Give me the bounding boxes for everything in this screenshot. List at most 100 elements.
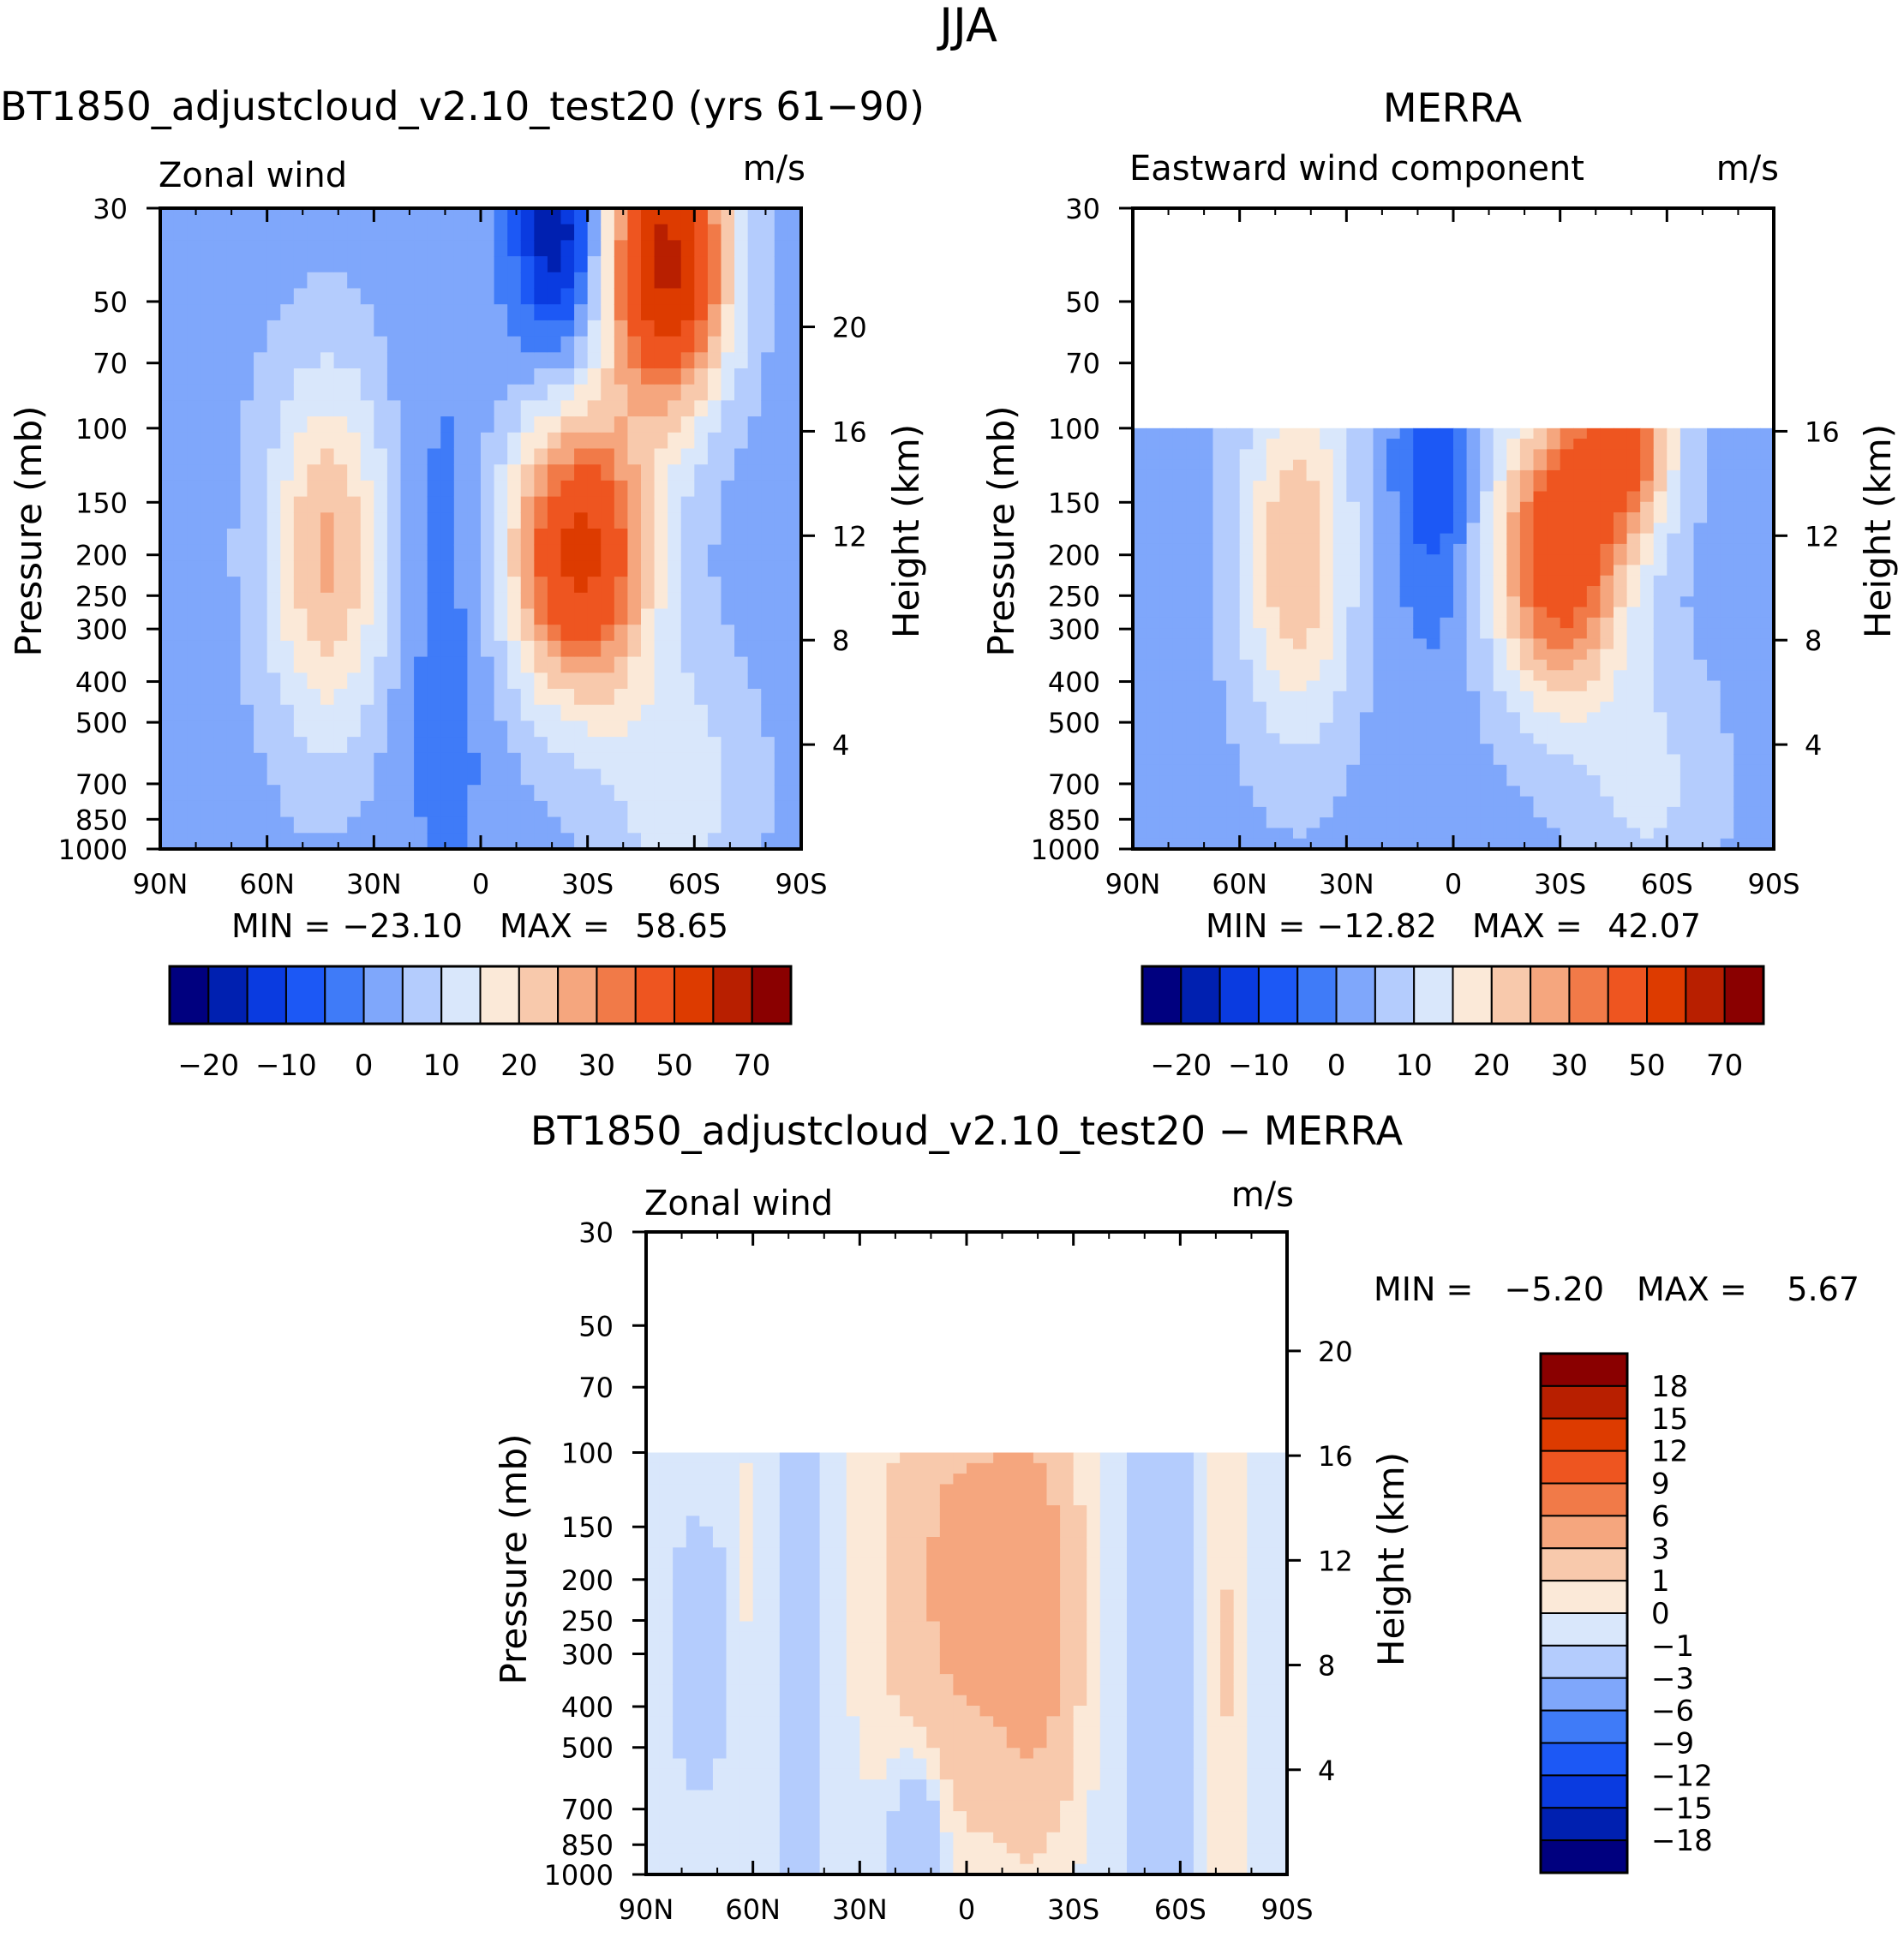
data-cell [1653,638,1667,650]
data-cell [1199,491,1214,503]
data-cell [1266,469,1281,481]
data-cell [739,1621,754,1633]
data-cell [1707,617,1721,629]
data-cell [819,1589,834,1601]
data-cell [213,336,228,353]
data-cell [1226,543,1241,555]
data-cell [793,1674,807,1685]
data-cell [307,785,321,802]
data-cell [668,689,682,706]
data-cell [734,592,749,610]
data-cell [1266,754,1281,766]
data-cell [1480,459,1494,471]
data-cell [453,833,469,850]
data-cell [680,272,695,290]
data-cell [560,304,575,321]
data-cell [1693,469,1708,481]
data-cell [1560,607,1574,619]
data-cell [307,208,321,225]
data-cell [1346,796,1361,808]
data-cell [347,689,362,706]
data-cell [1359,439,1374,450]
data-cell [307,512,321,529]
data-cell [1614,691,1628,702]
data-cell [614,673,629,690]
data-cell [414,448,428,465]
data-cell [427,689,441,706]
data-cell [1626,649,1641,661]
data-cell [673,1832,687,1844]
data-cell [939,1484,955,1496]
data-cell [280,768,295,786]
data-cell [900,1832,914,1844]
data-cell [1693,638,1708,650]
data-cell [1466,732,1481,744]
data-cell [1533,481,1548,493]
data-cell [1239,670,1254,682]
data-cell [1720,712,1734,724]
data-cell [1212,628,1227,640]
data-cell [707,560,722,577]
data-cell [641,768,656,786]
data-cell [1640,459,1655,471]
data-cell [587,560,602,577]
data-cell [213,704,228,721]
data-cell [173,640,188,658]
data-cell [779,1537,794,1548]
data-cell [1293,586,1308,597]
data-cell [240,208,254,225]
data-cell [1426,439,1441,450]
data-cell [721,640,735,658]
data-cell [1519,670,1535,682]
data-cell [440,352,455,369]
data-cell [1760,554,1775,566]
data-cell [734,416,749,433]
data-cell [266,304,281,321]
data-cell [1560,586,1574,597]
data-cell [846,1863,860,1875]
data-cell [414,288,428,305]
data-cell [427,768,441,786]
data-cell [360,400,374,417]
data-cell [1480,712,1494,724]
data-cell [507,416,522,433]
data-cell [320,288,335,305]
data-cell [1332,680,1347,692]
data-cell [614,752,629,770]
data-cell [1212,764,1227,776]
data-cell [1239,649,1254,661]
plot-model-field [160,208,802,850]
data-cell [654,496,668,513]
data-cell [1172,575,1187,587]
data-cell [187,496,201,513]
data-cell [1560,659,1574,671]
data-cell [1679,512,1695,523]
data-cell [1266,523,1281,535]
data-cell [926,1516,941,1527]
data-cell [1466,596,1481,608]
data-cell [1320,712,1334,724]
data-cell [1346,628,1361,640]
data-cell [1466,786,1481,798]
data-cell [926,1494,941,1506]
data-cell [787,256,802,273]
data-cell [806,1748,821,1760]
data-cell [1399,786,1414,798]
data-cell [507,640,522,658]
data-cell [1626,427,1641,439]
data-cell [707,544,722,561]
data-cell [1199,838,1214,850]
data-cell [481,673,495,690]
data-cell [1533,649,1548,661]
data-cell [846,1768,860,1780]
data-cell [627,448,642,465]
data-cell [1586,670,1602,682]
data-cell [386,689,402,706]
data-cell [1440,439,1454,450]
data-cell [1293,702,1308,713]
data-cell [1133,744,1147,756]
data-cell [1506,439,1521,450]
data-cell [453,656,469,673]
data-cell [726,1695,740,1707]
data-cell [1253,775,1267,786]
